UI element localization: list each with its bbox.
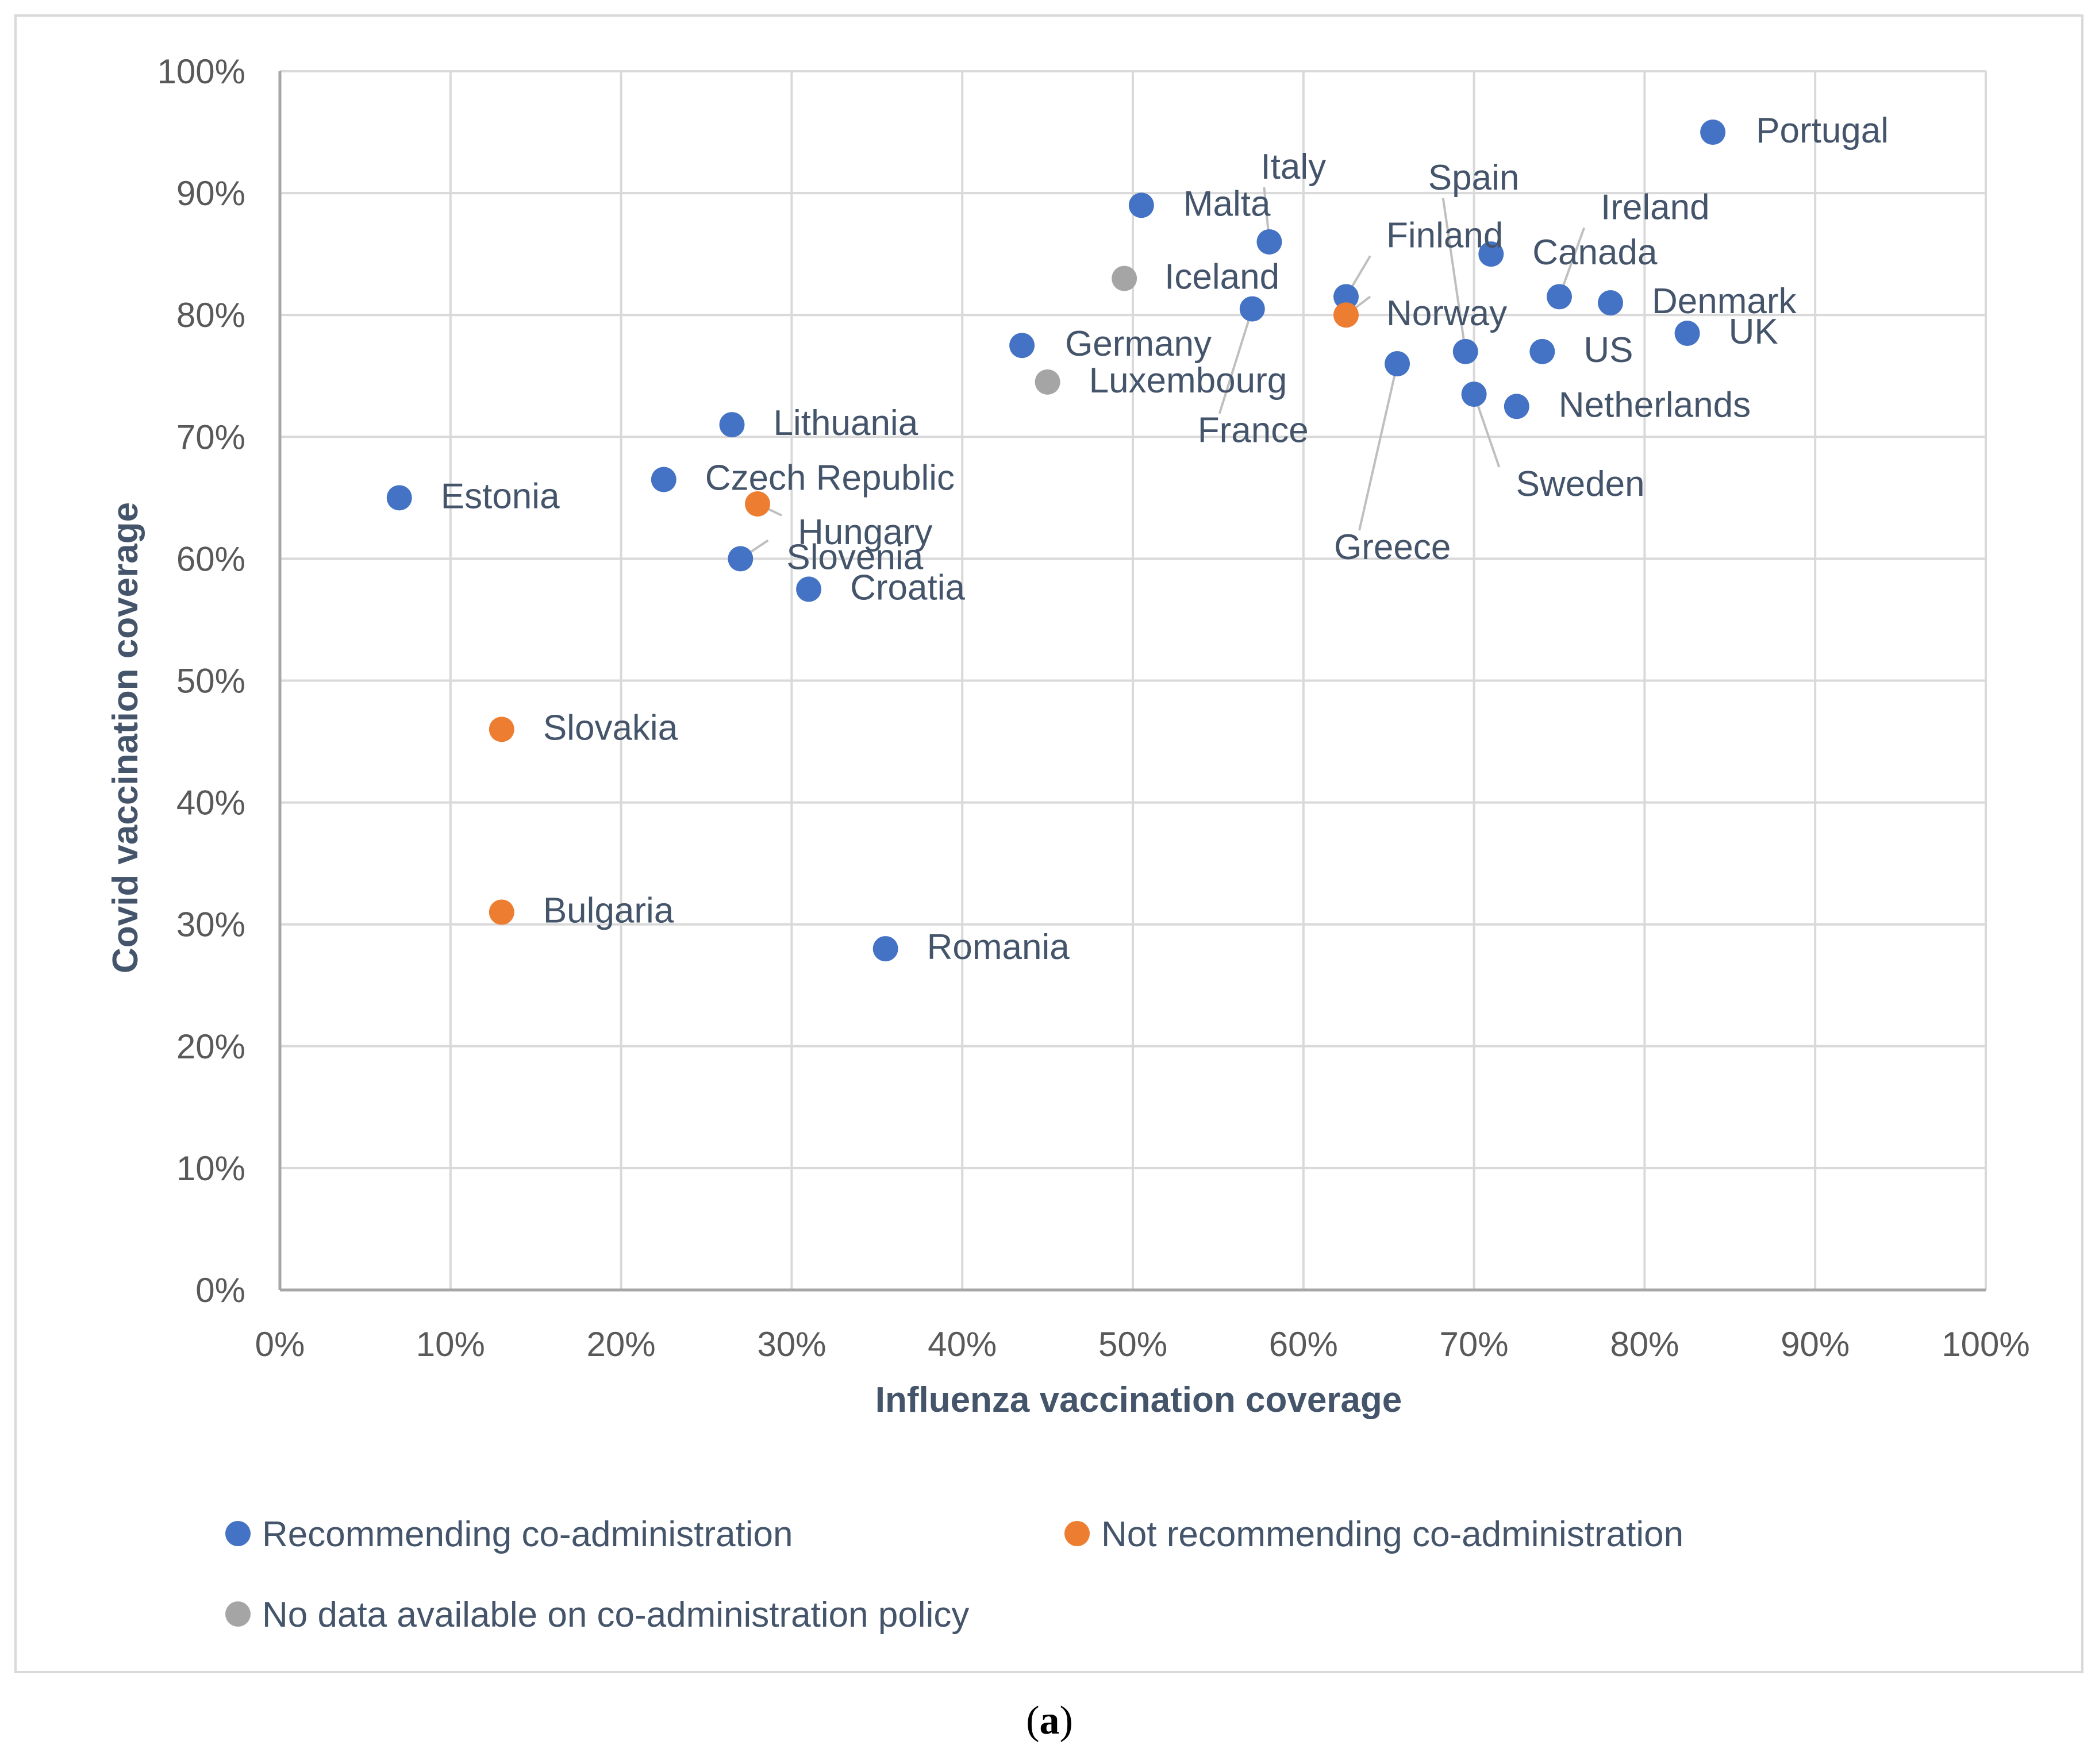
data-point — [651, 467, 676, 492]
data-label: Spain — [1428, 158, 1520, 198]
data-point — [1461, 382, 1487, 407]
data-point — [1452, 338, 1478, 364]
leader-line — [1358, 363, 1398, 531]
data-label: Finland — [1386, 215, 1503, 255]
data-point — [1239, 296, 1265, 322]
data-point — [1529, 338, 1555, 364]
data-point — [386, 485, 412, 511]
figure-caption: (a) — [1026, 1698, 1073, 1743]
data-label: Norway — [1386, 294, 1507, 333]
x-axis-title: Influenza vaccination coverage — [875, 1380, 1402, 1420]
x-tick-label: 80% — [1610, 1325, 1679, 1364]
data-label: Romania — [927, 927, 1070, 967]
data-point — [1009, 333, 1035, 359]
legend: Recommending co-administration Not recomm… — [225, 1515, 1683, 1635]
data-label: Greece — [1334, 527, 1451, 567]
data-label: Ireland — [1601, 187, 1710, 227]
data-label: Hungary — [798, 513, 932, 552]
x-tick-label: 60% — [1269, 1325, 1338, 1364]
y-tick-label: 50% — [176, 662, 245, 700]
leader-line — [1441, 198, 1467, 352]
data-point — [1128, 192, 1154, 218]
y-tick-label: 30% — [176, 906, 245, 944]
data-point — [1547, 284, 1572, 310]
data-point — [1674, 321, 1700, 346]
y-axis-title: Covid vaccination coverage — [106, 502, 145, 973]
chart-frame: 0% 10% 20% 30% 40% 50% 60% 70% 80% 90% 100% 0% 10% 20… — [14, 14, 2083, 1673]
data-label: UK — [1729, 312, 1778, 352]
x-tick-label: 100% — [1942, 1325, 2029, 1364]
x-tick-label: 30% — [757, 1325, 826, 1364]
leader-line — [1473, 394, 1501, 468]
legend-entry: Not recommending co-administration — [1101, 1515, 1683, 1554]
legend-marker — [225, 1521, 251, 1546]
y-tick-label: 90% — [176, 174, 245, 213]
data-point — [1112, 265, 1137, 291]
data-point — [719, 412, 745, 438]
legend-marker — [225, 1601, 251, 1627]
y-tick-label: 0% — [195, 1271, 245, 1309]
data-label: Luxembourg — [1089, 361, 1287, 400]
data-point — [1385, 351, 1410, 377]
data-label: Estonia — [441, 476, 560, 516]
gridlines — [280, 70, 1987, 1290]
y-tick-label: 40% — [176, 784, 245, 822]
data-point — [728, 546, 754, 572]
data-label: Croatia — [850, 568, 965, 607]
x-tick-label: 90% — [1781, 1325, 1850, 1364]
legend-entry: No data available on co-administration p… — [262, 1595, 969, 1635]
axes: 0% 10% 20% 30% 40% 50% 60% 70% 80% 90% 100% 0% 10% 20… — [157, 52, 2030, 1364]
y-tick-label: 80% — [176, 296, 245, 334]
y-tick-label: 60% — [176, 540, 245, 578]
data-point — [1333, 284, 1359, 310]
leader-line — [1218, 308, 1254, 414]
data-label: Malta — [1183, 184, 1271, 224]
data-point — [1333, 302, 1359, 328]
data-point — [745, 491, 771, 517]
data-label: Denmark — [1652, 282, 1797, 321]
data-label: Czech Republic — [705, 459, 955, 498]
caption-letter: a — [1039, 1698, 1060, 1743]
data-label: Italy — [1260, 147, 1326, 187]
x-tick-label: 40% — [928, 1325, 997, 1364]
x-tick-label: 20% — [587, 1325, 656, 1364]
data-label: Canada — [1532, 233, 1658, 272]
data-point — [1478, 241, 1504, 267]
data-label: Germany — [1065, 324, 1212, 364]
data-label: Lithuania — [774, 403, 918, 443]
legend-entry: Recommending co-administration — [262, 1515, 793, 1554]
y-tick-label: 10% — [176, 1149, 245, 1188]
data-label: US — [1583, 330, 1633, 370]
data-label: Slovenia — [786, 537, 923, 577]
data-label: Portugal — [1756, 111, 1889, 151]
data-point — [872, 936, 898, 962]
data-point — [489, 717, 514, 742]
data-label: Bulgaria — [543, 891, 674, 930]
x-tick-label: 10% — [416, 1325, 485, 1364]
x-tick-label: 70% — [1440, 1325, 1509, 1364]
data-point — [489, 899, 514, 925]
data-point — [1700, 120, 1726, 145]
scatter-chart: 0% 10% 20% 30% 40% 50% 60% 70% 80% 90% 100% 0% 10% 20… — [106, 52, 2030, 1635]
y-tick-label: 70% — [176, 418, 245, 456]
data-label: Netherlands — [1559, 385, 1751, 425]
data-point — [1504, 394, 1529, 419]
data-point — [796, 576, 822, 602]
data-point — [1598, 290, 1624, 315]
data-point — [1256, 229, 1282, 255]
x-tick-label: 50% — [1098, 1325, 1167, 1364]
data-point — [1035, 369, 1060, 395]
data-label: Slovakia — [543, 708, 678, 748]
data-label: Iceland — [1164, 257, 1279, 297]
x-tick-label: 0% — [255, 1325, 305, 1364]
legend-marker — [1064, 1521, 1090, 1546]
y-tick-label: 100% — [157, 52, 245, 91]
y-tick-label: 20% — [176, 1027, 245, 1066]
data-label: Sweden — [1516, 464, 1645, 504]
data-points — [386, 120, 1726, 962]
data-label: France — [1198, 411, 1309, 450]
